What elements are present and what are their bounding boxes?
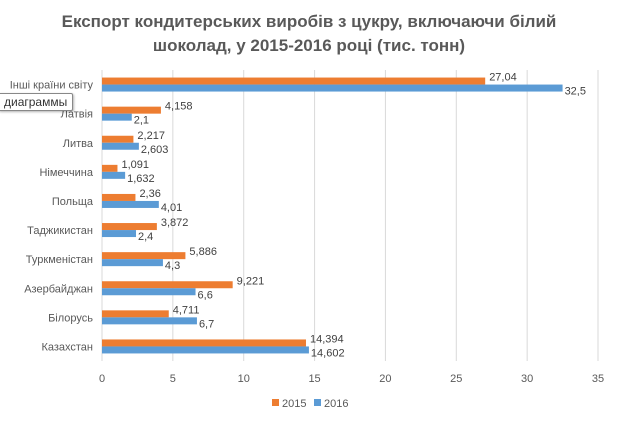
- legend-label-2016: 2016: [324, 398, 348, 410]
- x-tick-label: 0: [99, 373, 105, 385]
- x-tick-label: 5: [170, 373, 176, 385]
- data-label-2016: 32,5: [565, 86, 586, 98]
- bar-2016: [102, 171, 126, 179]
- category-label: Інші країни світу: [10, 80, 94, 92]
- bar-2015: [102, 106, 161, 114]
- bar-2015: [102, 223, 157, 231]
- bar-2015: [102, 193, 136, 201]
- x-tick-label: 20: [379, 373, 391, 385]
- data-label-2015: 4,711: [173, 304, 200, 316]
- category-label: Німеччина: [39, 167, 93, 179]
- category-label: Таджикистан: [27, 225, 93, 237]
- data-label-2016: 4,01: [161, 202, 182, 214]
- data-label-2016: 2,603: [141, 144, 169, 156]
- chart-title: Експорт кондитерських виробів з цукру, в…: [0, 10, 618, 58]
- chart-title-line1: Експорт кондитерських виробів з цукру, в…: [61, 12, 557, 31]
- data-label-2015: 4,158: [165, 101, 193, 113]
- category-label: Азербайджан: [24, 283, 93, 295]
- x-tick-label: 30: [521, 373, 533, 385]
- chart-title-line2: шоколад, у 2015-2016 році (тис. тонн): [152, 36, 466, 55]
- legend-swatch-2015: [272, 399, 279, 406]
- data-label-2015: 3,872: [161, 217, 189, 229]
- category-label: Литва: [63, 138, 94, 150]
- category-label: Польща: [52, 196, 94, 208]
- data-label-2015: 1,091: [121, 159, 149, 171]
- bar-2016: [102, 84, 563, 92]
- bar-2016: [102, 113, 132, 121]
- data-label-2015: 2,36: [139, 188, 160, 200]
- x-tick-label: 10: [238, 373, 250, 385]
- legend-label-2015: 2015: [282, 398, 306, 410]
- tooltip: диаграммы: [0, 93, 74, 111]
- data-label-2016: 4,3: [165, 260, 180, 272]
- data-label-2016: 1,632: [127, 173, 155, 185]
- bar-2015: [102, 310, 169, 318]
- data-label-2016: 6,7: [199, 318, 214, 330]
- bar-2016: [102, 317, 197, 325]
- bar-2016: [102, 288, 196, 296]
- bar-2015: [102, 135, 134, 143]
- x-tick-label: 15: [308, 373, 320, 385]
- bar-2015: [102, 164, 118, 172]
- category-label: Казахстан: [41, 341, 93, 353]
- bar-2015: [102, 77, 486, 85]
- bar-2016: [102, 230, 137, 238]
- data-label-2015: 5,886: [189, 246, 217, 258]
- category-label: Латвія: [61, 109, 93, 121]
- data-label-2015: 9,221: [237, 275, 265, 287]
- data-label-2016: 2,4: [138, 231, 153, 243]
- data-label-2016: 2,1: [134, 115, 149, 127]
- bar-2015: [102, 281, 233, 289]
- data-label-2016: 14,602: [311, 347, 345, 359]
- category-label: Білорусь: [48, 312, 93, 324]
- data-label-2015: 27,04: [489, 72, 517, 84]
- bar-2016: [102, 346, 309, 354]
- bar-2016: [102, 200, 159, 208]
- bar-2016: [102, 142, 139, 150]
- legend-swatch-2016: [314, 399, 321, 406]
- bar-2016: [102, 259, 163, 267]
- bar-2015: [102, 339, 306, 347]
- x-tick-label: 25: [450, 373, 462, 385]
- data-label-2016: 6,6: [198, 289, 213, 301]
- data-label-2015: 2,217: [137, 130, 165, 142]
- data-label-2015: 14,394: [310, 333, 344, 345]
- bar-2015: [102, 252, 186, 260]
- x-tick-label: 35: [592, 373, 604, 385]
- category-label: Туркменістан: [26, 254, 93, 266]
